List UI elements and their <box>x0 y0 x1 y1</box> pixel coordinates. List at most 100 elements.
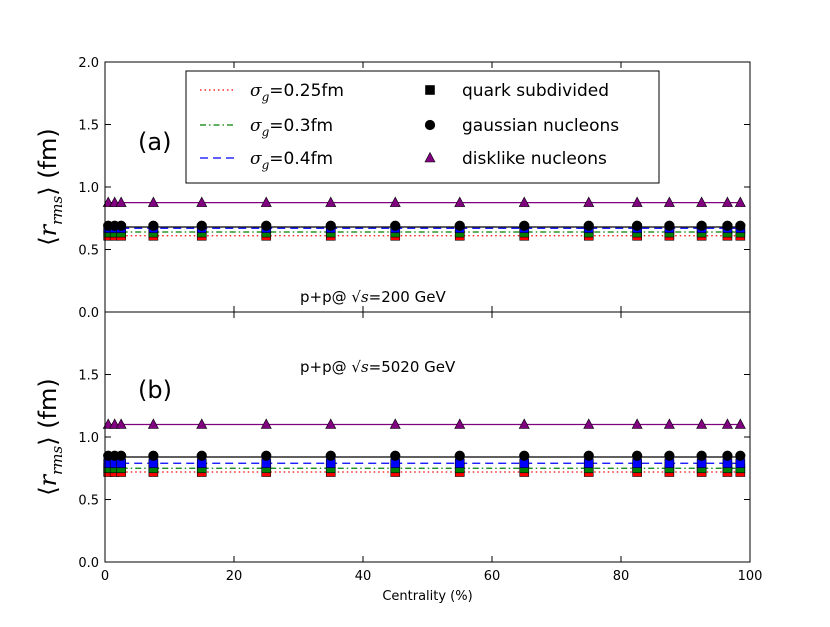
marker-triangle-0-5 <box>260 418 272 429</box>
ytick-label: 1.5 <box>78 119 99 134</box>
marker-triangle-0-4 <box>196 418 208 429</box>
legend-line-label: σg=0.4fm <box>250 149 333 172</box>
y-axis-label-r: r <box>34 223 62 236</box>
legend-sigma-sub: g <box>262 90 270 104</box>
legend-line-value: =0.3fm <box>269 116 333 136</box>
axes-frame <box>104 311 751 563</box>
legend-marker-label: gaussian nucleons <box>462 116 619 136</box>
legend-line-label: σg=0.25fm <box>250 81 344 104</box>
marker-circle-0-2 <box>116 450 127 461</box>
marker-circle-0-6 <box>325 220 336 231</box>
ytick-label: 0.5 <box>78 244 99 259</box>
marker-triangle-0-3 <box>147 418 159 429</box>
marker-triangle-0-5 <box>260 196 272 207</box>
legend-sigma-sub: g <box>262 158 270 172</box>
marker-circle-0-10 <box>583 450 594 461</box>
marker-triangle-0-6 <box>325 418 337 429</box>
marker-triangle-0-12 <box>663 196 675 207</box>
marker-circle-0-7 <box>390 220 401 231</box>
marker-circle-0-12 <box>664 220 675 231</box>
xtick-label: 60 <box>484 569 501 584</box>
y-axis-label: ⟨rrms⟩ (fm) <box>34 378 66 496</box>
marker-triangle-0-9 <box>518 196 530 207</box>
marker-circle-0-3 <box>148 220 159 231</box>
ytick-label: 1.5 <box>78 369 99 384</box>
y-axis-label-r: r <box>34 473 62 486</box>
marker-circle-0-5 <box>261 450 272 461</box>
xtick-label: 0 <box>101 569 109 584</box>
marker-circle-0-8 <box>454 220 465 231</box>
annotation-sqrt-s: √s <box>351 288 369 306</box>
marker-circle-0-13 <box>696 220 707 231</box>
legend-marker-label: quark subdivided <box>462 81 609 101</box>
ytick-label: 0.0 <box>78 306 99 321</box>
marker-triangle-0-2 <box>115 418 127 429</box>
y-axis-label-bracket: ⟨ <box>34 486 62 495</box>
marker-triangle-0-2 <box>115 196 127 207</box>
marker-circle-0-12 <box>664 450 675 461</box>
ytick-label: 0.0 <box>78 556 99 571</box>
marker-circle-0-10 <box>583 220 594 231</box>
marker-circle-0-9 <box>519 450 530 461</box>
marker-triangle-0-10 <box>583 196 595 207</box>
legend-line-value: =0.25fm <box>269 81 344 101</box>
marker-circle-0-7 <box>390 450 401 461</box>
legend-line-value: =0.4fm <box>269 149 333 169</box>
marker-circle-0-13 <box>696 450 707 461</box>
ytick-label: 1.0 <box>78 431 99 446</box>
marker-triangle-0-8 <box>454 196 466 207</box>
marker-triangle-0-3 <box>147 196 159 207</box>
legend-marker-square <box>425 85 435 95</box>
marker-triangle-0-14 <box>721 418 733 429</box>
marker-triangle-0-11 <box>631 418 643 429</box>
marker-circle-0-8 <box>454 450 465 461</box>
legend-marker-triangle <box>424 151 436 163</box>
marker-triangle-0-14 <box>721 196 733 207</box>
legend-sigma: σ <box>250 116 262 136</box>
annotation-sqrt-s: √s <box>351 358 369 376</box>
marker-circle-0-14 <box>722 450 733 461</box>
legend-line-label: σg=0.3fm <box>250 116 333 139</box>
marker-triangle-0-9 <box>518 418 530 429</box>
xtick-label: 20 <box>226 569 243 584</box>
panel-b: 0.0 0.5 1.0 1.5 0 20 40 60 80 100 Centrality (%) ⟨r… <box>34 311 763 604</box>
marker-triangle-0-4 <box>196 196 208 207</box>
annotation-suffix: =200 GeV <box>369 288 447 306</box>
panel-label: (b) <box>138 376 172 404</box>
ytick-label: 0.5 <box>78 494 99 509</box>
energy-annotation: p+p@ √s=200 GeV <box>300 288 446 306</box>
marker-circle-0-15 <box>735 450 746 461</box>
marker-circle-0-3 <box>148 450 159 461</box>
marker-triangle-0-15 <box>734 196 746 207</box>
marker-triangle-0-13 <box>696 196 708 207</box>
xtick-label: 80 <box>613 569 630 584</box>
marker-triangle-0-15 <box>734 418 746 429</box>
x-axis-label: Centrality (%) <box>382 589 472 604</box>
marker-triangle-0-12 <box>663 418 675 429</box>
xtick-label: 40 <box>355 569 372 584</box>
annotation-prefix: p+p@ <box>300 358 351 376</box>
marker-circle-0-4 <box>196 450 207 461</box>
marker-circle-0-11 <box>632 220 643 231</box>
marker-triangle-0-6 <box>325 196 337 207</box>
y-axis-label: ⟨rrms⟩ (fm) <box>34 128 66 246</box>
marker-triangle-0-8 <box>454 418 466 429</box>
ytick-label: 1.0 <box>78 181 99 196</box>
legend-sigma: σ <box>250 149 262 169</box>
legend-marker-circle <box>424 119 436 131</box>
marker-triangle-0-10 <box>583 418 595 429</box>
legend-sigma-sub: g <box>262 125 270 139</box>
marker-circle-0-9 <box>519 220 530 231</box>
y-axis-label-unit: ⟩ (fm) <box>34 378 62 446</box>
marker-circle-0-15 <box>735 220 746 231</box>
marker-circle-0-11 <box>632 450 643 461</box>
y-axis-label-unit: ⟩ (fm) <box>34 128 62 196</box>
marker-triangle-0-11 <box>631 196 643 207</box>
legend-marker-label: disklike nucleons <box>462 149 607 169</box>
xtick-label: 100 <box>738 569 763 584</box>
ytick-label: 2.0 <box>78 56 99 71</box>
annotation-suffix: =5020 GeV <box>369 358 456 376</box>
